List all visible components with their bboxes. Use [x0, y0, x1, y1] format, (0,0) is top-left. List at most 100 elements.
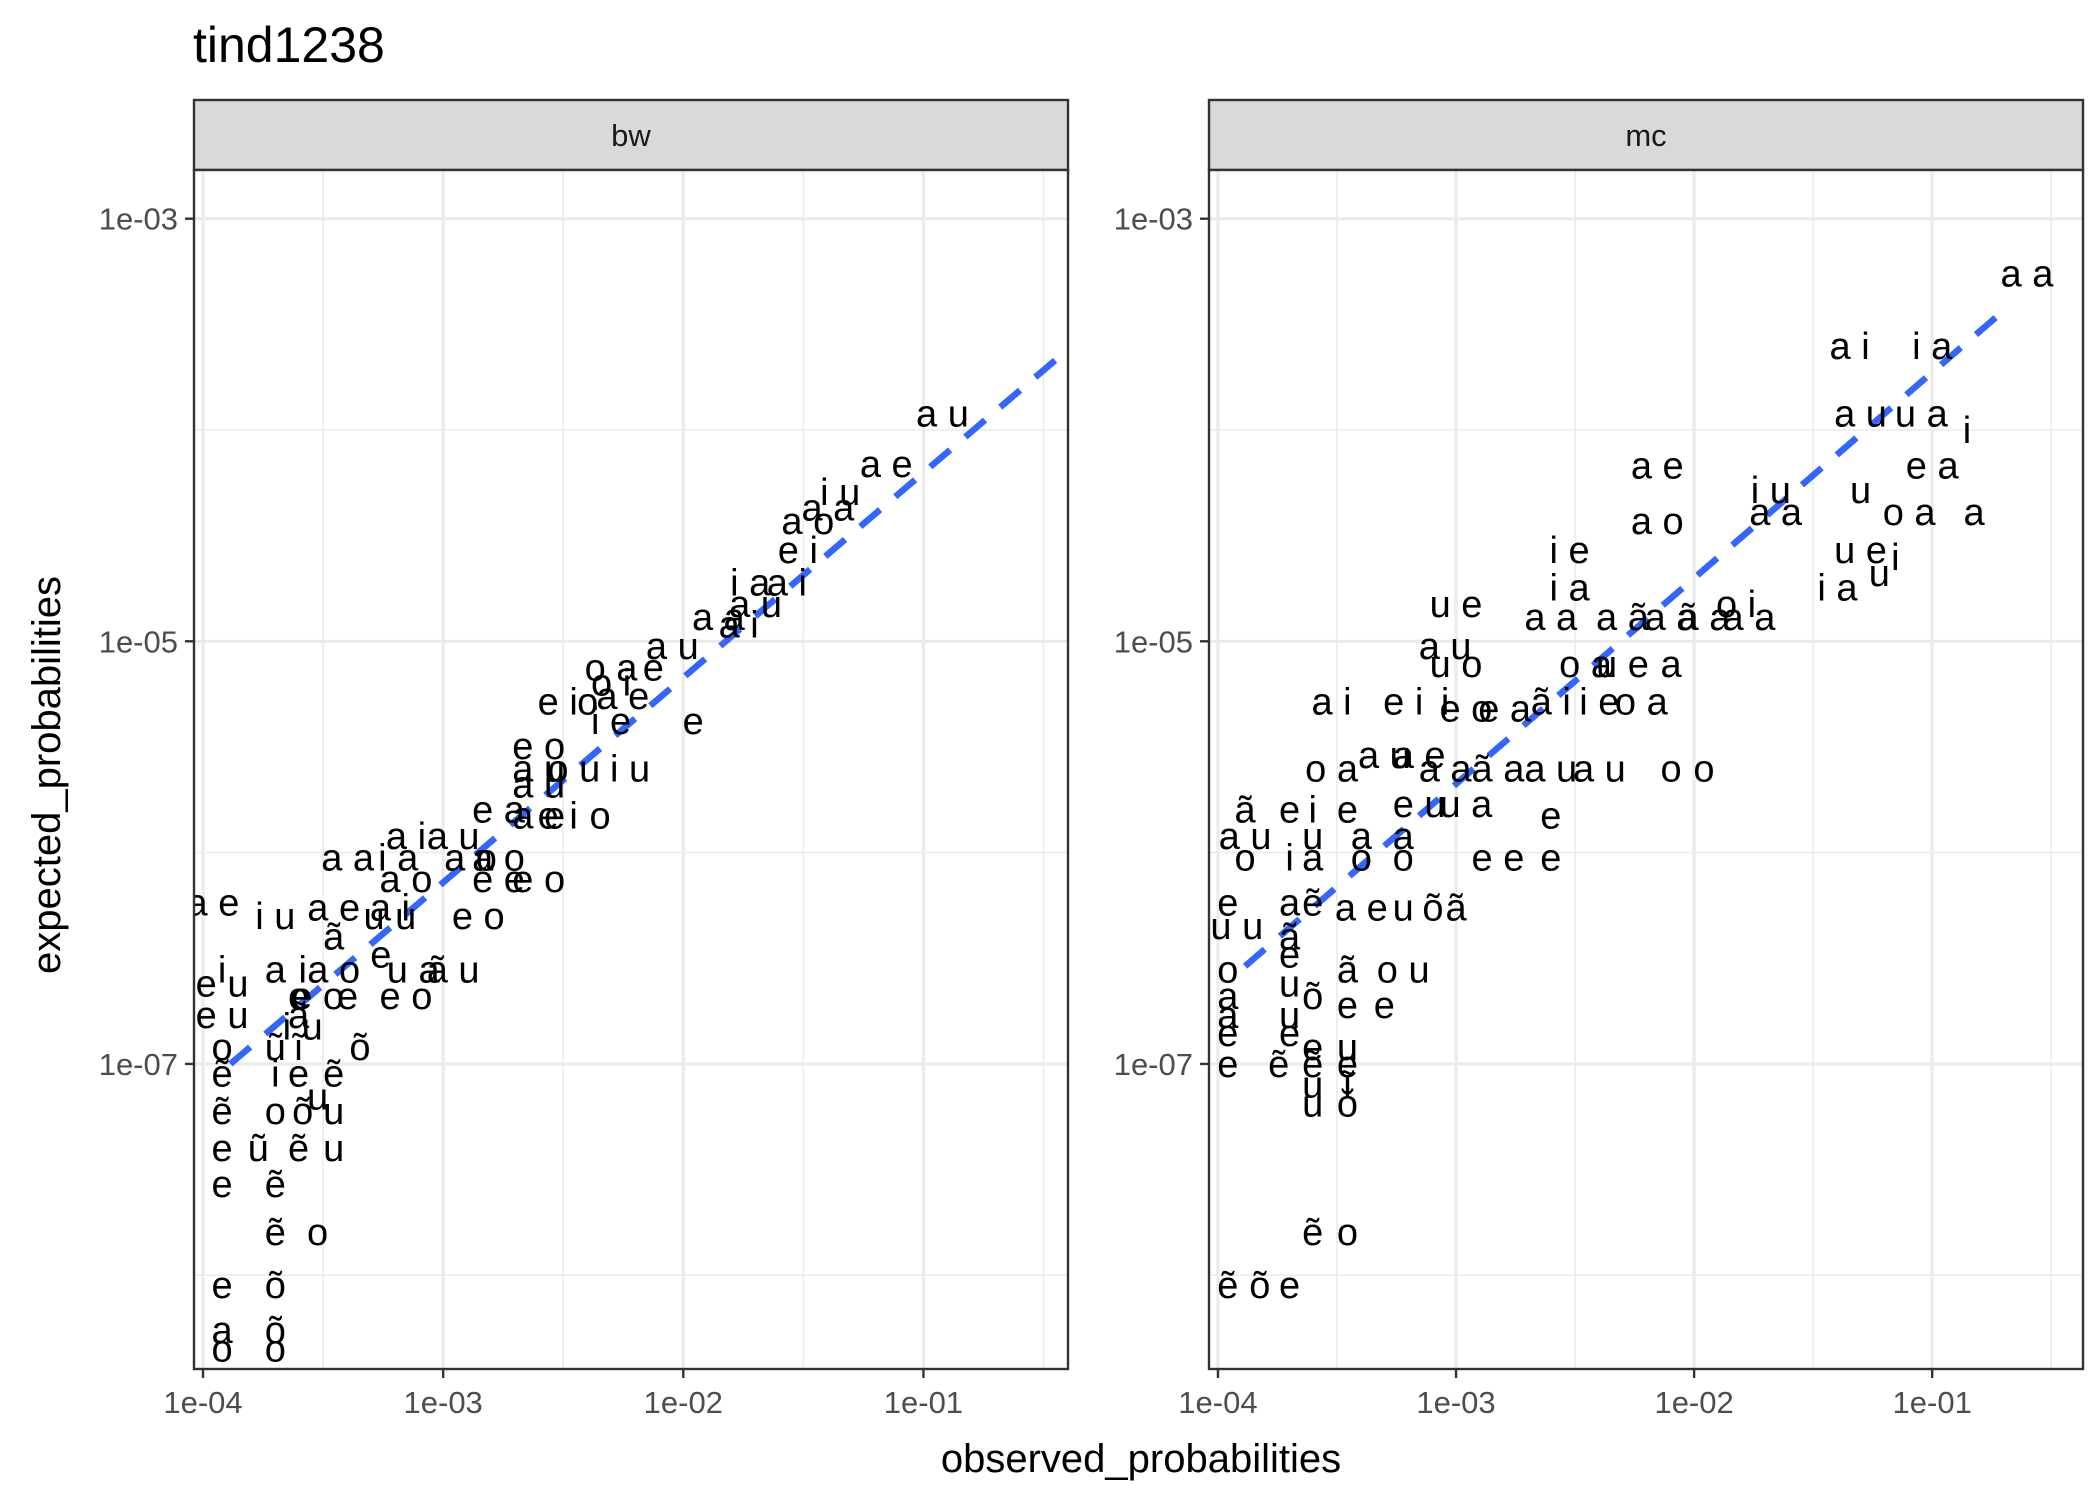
point-label: i: [1891, 537, 1899, 579]
point-label: i e: [1579, 681, 1619, 723]
point-label: u: [1302, 1064, 1323, 1106]
point-label: i a: [730, 562, 771, 604]
point-label: a o: [1631, 501, 1684, 543]
point-label: e: [643, 648, 664, 690]
point-label: a e: [596, 676, 649, 718]
point-label: a a: [801, 487, 855, 529]
y-axis-title: expected_probabilities: [25, 576, 69, 974]
x-tick-label: 1e-04: [163, 1385, 242, 1420]
point-label: a a: [1749, 492, 1803, 534]
point-label: a: [211, 1310, 233, 1352]
point-label: a: [1351, 816, 1373, 858]
point-label: e: [211, 1164, 232, 1206]
point-label: ẽ: [1302, 1212, 1323, 1254]
point-label: a u: [512, 749, 565, 791]
point-label: o: [1660, 749, 1681, 791]
point-label: ĩ: [291, 1027, 305, 1069]
panel-border: [192, 168, 1070, 1371]
point-label: a u: [1834, 393, 1887, 435]
point-label: u: [307, 1077, 328, 1119]
point-label: u e: [1596, 644, 1649, 686]
point-label: e: [211, 1265, 232, 1307]
point-label: e a: [1906, 445, 1960, 487]
point-label: a: [265, 949, 287, 991]
point-label: a a: [1723, 597, 1777, 639]
point-label: o: [1393, 837, 1414, 879]
point-label: e: [211, 1128, 232, 1170]
point-label: e i: [538, 681, 578, 723]
point-label: a i: [767, 562, 807, 604]
chart-title: tind1238: [193, 17, 385, 73]
point-label: a o: [307, 949, 360, 991]
point-label: o a: [1305, 749, 1359, 791]
point-label: u u: [1210, 906, 1263, 948]
point-label: u: [323, 1091, 344, 1133]
point-label: i: [218, 949, 226, 991]
point-label: a a: [1645, 597, 1699, 639]
point-label: e: [1540, 837, 1561, 879]
point-label: ẽ: [288, 1128, 309, 1170]
point-label: a a: [1524, 597, 1578, 639]
point-label: i: [1308, 789, 1316, 831]
facet-strip: [1207, 98, 2085, 172]
point-label: a e: [307, 887, 360, 929]
point-label: e a: [472, 789, 526, 831]
point-label: a: [1964, 492, 1986, 534]
point-label: a i: [386, 816, 426, 858]
point-label: o i: [1716, 584, 1756, 626]
point-label: e: [370, 934, 391, 976]
point-label: õ: [1422, 887, 1443, 929]
point-label: a: [1393, 816, 1415, 858]
point-label: a i: [1830, 326, 1870, 368]
point-label: a o: [444, 837, 497, 879]
point-label: o: [1217, 949, 1238, 991]
point-label: ẽ: [211, 1091, 232, 1133]
point-label: o a: [1615, 681, 1669, 723]
point-label: ẽ: [1302, 1044, 1323, 1086]
x-axis-title: observed_probabilities: [941, 1437, 1341, 1481]
point-label: i a: [378, 837, 419, 879]
point-label: e: [683, 701, 704, 743]
point-label: ã u: [427, 949, 480, 991]
point-label: a u: [729, 584, 782, 626]
panel-border: [1207, 168, 2085, 1371]
point-label: a u: [646, 626, 699, 668]
point-label: i u: [1751, 470, 1791, 512]
point-label: i e: [1550, 530, 1590, 572]
point-label: i a: [1550, 567, 1591, 609]
point-label: e o: [380, 976, 433, 1018]
facet-strip: [192, 98, 1070, 172]
point-label: e: [1279, 934, 1300, 976]
point-label: u a: [1439, 784, 1493, 826]
point-label: u a: [387, 949, 441, 991]
point-label: i: [1285, 837, 1293, 879]
point-label: a u: [1358, 735, 1411, 777]
point-label: ã: [1337, 949, 1359, 991]
facet-panel-bw: bw 1e-04 1e-03 1e-02 1e-01 1e-03 1e-05 1e-07 a i…: [99, 98, 1070, 1420]
point-label: ã: [1279, 917, 1301, 959]
point-label: u: [1337, 1027, 1358, 1069]
point-label: i u: [820, 472, 860, 514]
point-label: o a: [585, 648, 639, 690]
point-label: a a: [2001, 254, 2055, 296]
point-label: u: [1302, 1083, 1323, 1125]
point-label: o: [1337, 1212, 1358, 1254]
point-label: õ: [292, 1091, 313, 1133]
point-label: a a: [1419, 749, 1473, 791]
point-label: e u: [196, 995, 249, 1037]
point-label: e: [288, 1054, 309, 1096]
point-label: e: [1337, 789, 1358, 831]
point-label: u e: [1430, 584, 1483, 626]
y-tick-label: 1e-03: [1114, 202, 1193, 237]
point-label: e: [1337, 1044, 1358, 1086]
point-label: e o: [512, 726, 565, 768]
point-label: a o: [380, 859, 433, 901]
point-label: a o: [781, 501, 834, 543]
point-label: a: [1660, 644, 1682, 686]
point-label: ã: [288, 995, 310, 1037]
point-label: a e: [187, 883, 240, 925]
point-label: u o: [1430, 644, 1483, 686]
x-tick-label: 1e-04: [1178, 1385, 1257, 1420]
point-label: õ: [265, 1265, 286, 1307]
